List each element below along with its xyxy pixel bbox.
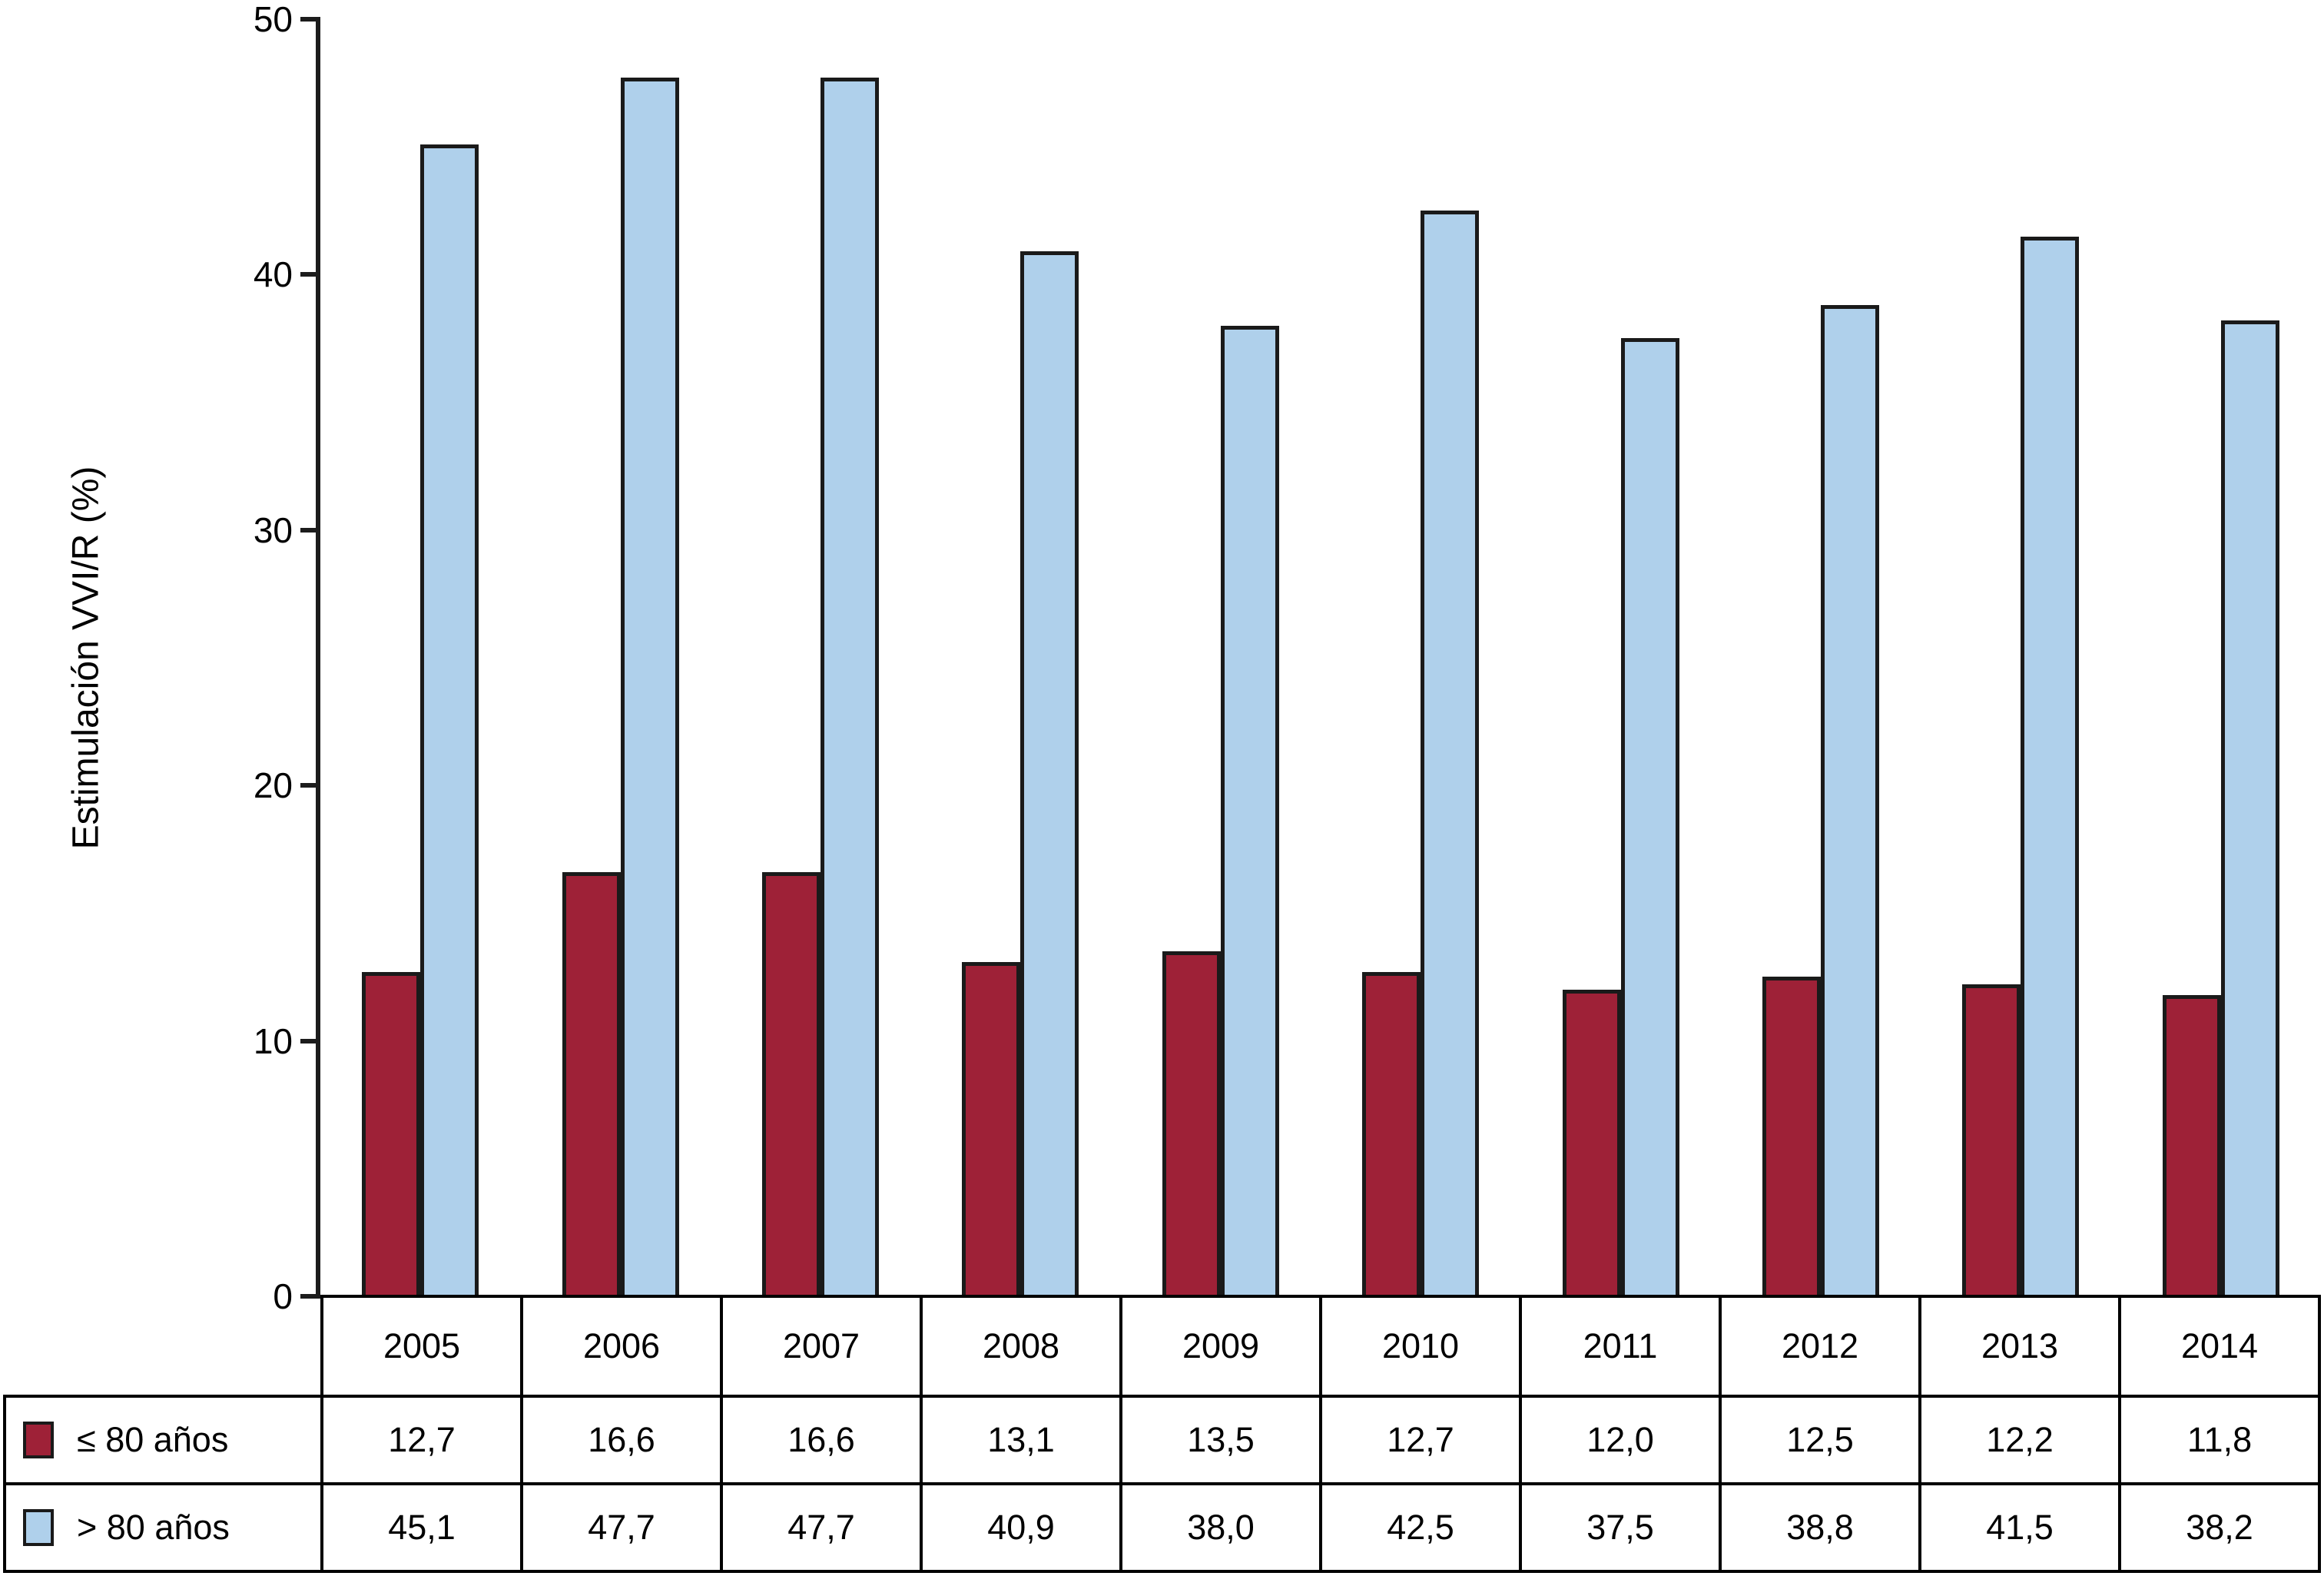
- bar-2013-series-0: [1962, 984, 2021, 1296]
- y-tick-mark: [300, 527, 320, 533]
- value-cell: 40,9: [920, 1482, 1122, 1573]
- value-cell: 45,1: [320, 1482, 523, 1573]
- value-cell: 37,5: [1519, 1482, 1722, 1573]
- value-cell: 38,2: [2118, 1482, 2321, 1573]
- value-cell: 12,7: [1319, 1395, 1522, 1485]
- year-cell: 2013: [1918, 1295, 2121, 1398]
- bar-2012-series-1: [1821, 305, 1879, 1296]
- series-row: > 80 años 45,1 47,7 47,7 40,9 38,0 42,5 37,5 38,…: [3, 1482, 2321, 1573]
- y-tick-mark: [300, 272, 320, 277]
- bar-2008-series-1: [1020, 251, 1079, 1296]
- y-tick-mark: [300, 783, 320, 788]
- y-tick-label: 20: [253, 765, 293, 806]
- value-cell: 13,5: [1119, 1395, 1322, 1485]
- bar-2010-series-0: [1362, 972, 1421, 1296]
- y-tick-mark: [300, 17, 320, 22]
- bar-2009-series-0: [1162, 951, 1221, 1296]
- value-cell: 42,5: [1319, 1482, 1522, 1573]
- legend-label: > 80 años: [77, 1508, 230, 1547]
- year-cell: 2009: [1119, 1295, 1322, 1398]
- table-corner-cell: [5, 1296, 322, 1396]
- year-cell: 2010: [1319, 1295, 1522, 1398]
- legend-label: ≤ 80 años: [77, 1420, 229, 1459]
- y-tick-label: 10: [253, 1020, 293, 1061]
- value-cell: 12,5: [1719, 1395, 1921, 1485]
- value-cell: 13,1: [920, 1395, 1122, 1485]
- y-axis-line: [316, 19, 320, 1296]
- bar-2011-series-0: [1562, 990, 1621, 1296]
- y-tick-mark: [300, 1038, 320, 1043]
- legend-swatch: [23, 1509, 54, 1546]
- year-cell: 2011: [1519, 1295, 1722, 1398]
- bar-2006-series-1: [620, 78, 679, 1296]
- value-cell: 16,6: [520, 1395, 723, 1485]
- value-cell: 12,7: [320, 1395, 523, 1485]
- data-table: 2005 2006 2007 2008 2009 2010 2011 2012 2013 2014…: [3, 1295, 2321, 1573]
- y-tick-mark: [300, 1294, 320, 1299]
- y-axis-title: Estimulación VVI/R (%): [65, 466, 107, 850]
- bar-2012-series-0: [1762, 977, 1821, 1296]
- year-cell: 2008: [920, 1295, 1122, 1398]
- year-cell: 2012: [1719, 1295, 1921, 1398]
- year-cell: 2005: [320, 1295, 523, 1398]
- bar-2009-series-1: [1220, 326, 1279, 1296]
- bar-2010-series-1: [1421, 211, 1480, 1296]
- value-cell: 38,0: [1119, 1482, 1322, 1573]
- value-cell: 47,7: [520, 1482, 723, 1573]
- value-cell: 16,6: [720, 1395, 923, 1485]
- value-cell: 47,7: [720, 1482, 923, 1573]
- legend-swatch: [23, 1422, 54, 1458]
- year-cell: 2007: [720, 1295, 923, 1398]
- bar-2014-series-1: [2220, 320, 2279, 1296]
- year-cell: 2006: [520, 1295, 723, 1398]
- plot-area: Estimulación VVI/R (%) 0 10 20 30 40 50: [65, 0, 2279, 1316]
- legend-cell: ≤ 80 años: [3, 1395, 323, 1485]
- bar-2008-series-0: [962, 962, 1021, 1296]
- bar-2007-series-0: [762, 872, 821, 1296]
- value-cell: 38,8: [1719, 1482, 1921, 1573]
- bar-2014-series-0: [2162, 995, 2221, 1296]
- value-cell: 12,0: [1519, 1395, 1722, 1485]
- year-row: 2005 2006 2007 2008 2009 2010 2011 2012 2013 2014: [5, 1295, 2321, 1398]
- bar-2007-series-1: [821, 78, 879, 1296]
- value-cell: 11,8: [2118, 1395, 2321, 1485]
- y-tick-label: 40: [253, 254, 293, 295]
- legend-entry: > 80 años: [8, 1508, 319, 1548]
- value-cell: 12,2: [1918, 1395, 2121, 1485]
- bar-2005-series-0: [362, 972, 421, 1296]
- bar-2006-series-0: [562, 872, 621, 1296]
- value-cell: 41,5: [1918, 1482, 2121, 1573]
- bar-2005-series-1: [420, 144, 479, 1296]
- y-tick-label: 0: [273, 1276, 293, 1316]
- y-tick-label: 30: [253, 509, 293, 550]
- bar-2011-series-1: [1620, 338, 1679, 1296]
- legend-cell: > 80 años: [3, 1482, 323, 1573]
- year-cell: 2014: [2118, 1295, 2321, 1398]
- series-row: ≤ 80 años 12,7 16,6 16,6 13,1 13,5 12,7 12,0 12,…: [3, 1395, 2321, 1485]
- bar-2013-series-1: [2021, 237, 2080, 1296]
- y-tick-label: 50: [253, 0, 293, 39]
- legend-entry: ≤ 80 años: [8, 1420, 319, 1460]
